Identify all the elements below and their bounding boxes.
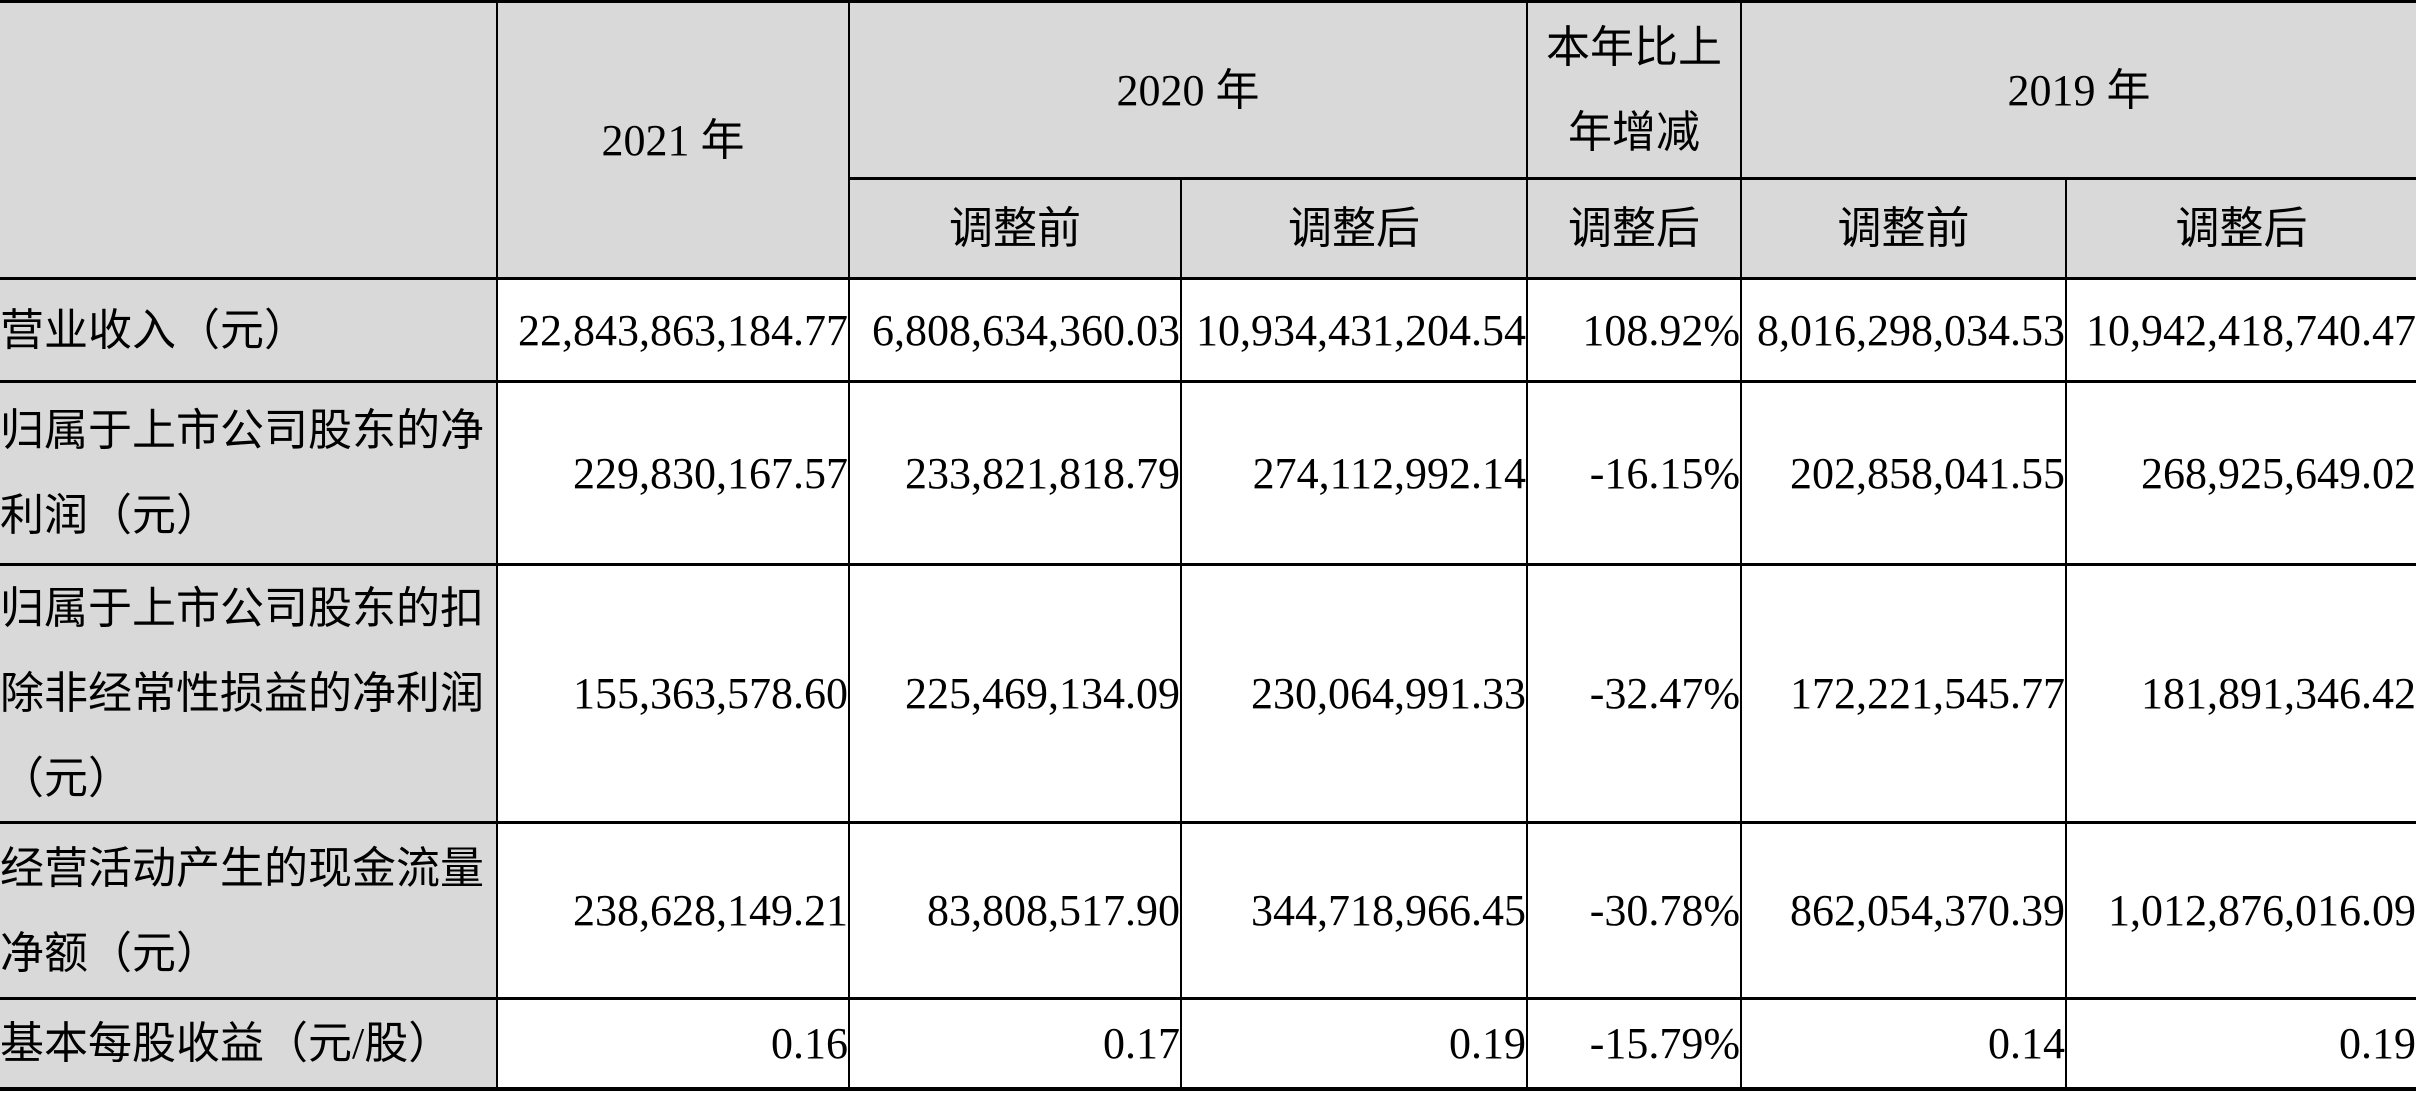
value-cell: 83,808,517.90 xyxy=(848,821,1182,1000)
value-cell: 10,942,418,740.47 xyxy=(2065,277,2416,383)
value-cell: 225,469,134.09 xyxy=(848,563,1182,824)
value-cell: -32.47% xyxy=(1526,563,1742,824)
value-cell: 344,718,966.45 xyxy=(1180,821,1528,1000)
value-cell: 10,934,431,204.54 xyxy=(1180,277,1528,383)
value-cell: 8,016,298,034.53 xyxy=(1740,277,2067,383)
header-2019-post-adjust: 调整后 xyxy=(2065,177,2416,280)
value-cell: 155,363,578.60 xyxy=(496,563,850,824)
value-cell: 6,808,634,360.03 xyxy=(848,277,1182,383)
value-cell: 229,830,167.57 xyxy=(496,380,850,566)
value-cell: 238,628,149.21 xyxy=(496,821,850,1000)
value-cell: 0.19 xyxy=(1180,997,1528,1091)
row-label-revenue: 营业收入（元） xyxy=(0,277,498,383)
header-2019: 2019 年 xyxy=(1740,0,2416,180)
row-label-operating-cash-flow: 经营活动产生的现金流量净额（元） xyxy=(0,821,498,1000)
header-change-yoy: 本年比上年增减 xyxy=(1526,0,1742,180)
header-row-years: 2021 年 2020 年 本年比上年增减 2019 年 xyxy=(0,0,2416,280)
value-cell: -30.78% xyxy=(1526,821,1742,1000)
value-cell: 230,064,991.33 xyxy=(1180,563,1528,824)
value-cell: 0.16 xyxy=(496,997,850,1091)
value-cell: 0.17 xyxy=(848,997,1182,1091)
value-cell: 274,112,992.14 xyxy=(1180,380,1528,566)
header-2019-pre-adjust: 调整前 xyxy=(1740,177,2067,280)
table-row-deducted-net-profit: 归属于上市公司股东的扣除非经常性损益的净利润（元） 155,363,578.60… xyxy=(0,563,2416,824)
header-2020-pre-adjust: 调整前 xyxy=(849,177,1182,280)
value-cell: 268,925,649.02 xyxy=(2065,380,2416,566)
value-cell: 0.19 xyxy=(2065,997,2416,1091)
row-label-net-profit: 归属于上市公司股东的净利润（元） xyxy=(0,380,498,566)
table-row-net-profit: 归属于上市公司股东的净利润（元） 229,830,167.57 233,821,… xyxy=(0,380,2416,566)
header-change-post-adjust: 调整后 xyxy=(1526,177,1742,280)
header-2020-post-adjust: 调整后 xyxy=(1180,177,1528,280)
value-cell: 22,843,863,184.77 xyxy=(496,277,850,383)
value-cell: -16.15% xyxy=(1526,380,1742,566)
header-2021: 2021 年 xyxy=(496,0,850,280)
corner-cell xyxy=(0,0,498,280)
table-row-revenue: 营业收入（元） 22,843,863,184.77 6,808,634,360.… xyxy=(0,277,2416,383)
row-label-basic-eps: 基本每股收益（元/股） xyxy=(0,997,498,1091)
value-cell: 0.14 xyxy=(1740,997,2067,1091)
table-row-operating-cash-flow: 经营活动产生的现金流量净额（元） 238,628,149.21 83,808,5… xyxy=(0,821,2416,1000)
row-label-deducted-net-profit: 归属于上市公司股东的扣除非经常性损益的净利润（元） xyxy=(0,563,498,824)
value-cell: 172,221,545.77 xyxy=(1740,563,2067,824)
value-cell: 202,858,041.55 xyxy=(1740,380,2067,566)
header-row-adjust: 调整前 调整后 调整后 调整前 调整后 xyxy=(0,177,2416,280)
value-cell: -15.79% xyxy=(1526,997,1742,1091)
value-cell: 108.92% xyxy=(1526,277,1742,383)
value-cell: 181,891,346.42 xyxy=(2065,563,2416,824)
header-2020: 2020 年 xyxy=(848,0,1528,180)
table-row-basic-eps: 基本每股收益（元/股） 0.16 0.17 0.19 -15.79% 0.14 … xyxy=(0,997,2416,1091)
value-cell: 862,054,370.39 xyxy=(1740,821,2067,1000)
value-cell: 233,821,818.79 xyxy=(848,380,1182,566)
value-cell: 1,012,876,016.09 xyxy=(2065,821,2416,1000)
